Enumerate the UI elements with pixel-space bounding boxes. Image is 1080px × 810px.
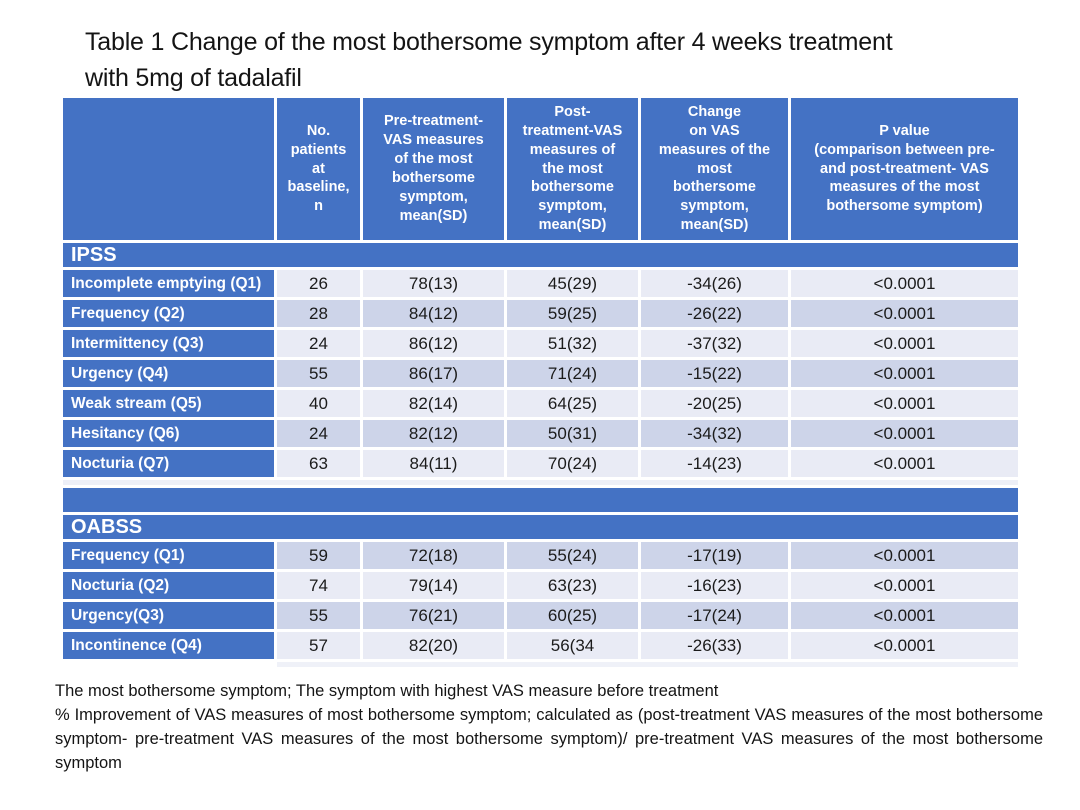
cell-post: 60(25) (507, 602, 641, 632)
cell-post: 59(25) (507, 300, 641, 330)
header-p-value: P value (comparison between pre- and pos… (791, 98, 1021, 243)
table-bottom-strip (63, 662, 1021, 670)
cell-post: 45(29) (507, 270, 641, 300)
row-label: Frequency (Q1) (63, 542, 277, 572)
cell-p: <0.0001 (791, 330, 1021, 360)
cell-pre: 86(12) (363, 330, 507, 360)
row-label: Urgency(Q3) (63, 602, 277, 632)
table-row: Urgency (Q4) 55 86(17) 71(24) -15(22) <0… (63, 360, 1021, 390)
cell-p: <0.0001 (791, 360, 1021, 390)
table-row: Incomplete emptying (Q1) 26 78(13) 45(29… (63, 270, 1021, 300)
row-label: Nocturia (Q7) (63, 450, 277, 480)
cell-n: 24 (277, 420, 363, 450)
cell-change: -37(32) (641, 330, 791, 360)
cell-n: 26 (277, 270, 363, 300)
cell-p: <0.0001 (791, 450, 1021, 480)
cell-post: 71(24) (507, 360, 641, 390)
table-row: Weak stream (Q5) 40 82(14) 64(25) -20(25… (63, 390, 1021, 420)
cell-p: <0.0001 (791, 632, 1021, 662)
cell-n: 55 (277, 360, 363, 390)
cell-change: -26(33) (641, 632, 791, 662)
cell-p: <0.0001 (791, 542, 1021, 572)
cell-n: 74 (277, 572, 363, 602)
cell-pre: 79(14) (363, 572, 507, 602)
cell-n: 40 (277, 390, 363, 420)
cell-pre: 76(21) (363, 602, 507, 632)
cell-change: -34(32) (641, 420, 791, 450)
cell-post: 56(34 (507, 632, 641, 662)
cell-n: 57 (277, 632, 363, 662)
row-label: Hesitancy (Q6) (63, 420, 277, 450)
table-title: Table 1 Change of the most bothersome sy… (85, 28, 893, 93)
cell-post: 51(32) (507, 330, 641, 360)
section-header-oabss: OABSS (63, 515, 1021, 542)
table-row: Hesitancy (Q6) 24 82(12) 50(31) -34(32) … (63, 420, 1021, 450)
cell-p: <0.0001 (791, 270, 1021, 300)
footnote-2: % Improvement of VAS measures of most bo… (55, 705, 1043, 772)
footnote-1: The most bothersome symptom; The symptom… (55, 682, 719, 700)
cell-pre: 86(17) (363, 360, 507, 390)
cell-change: -20(25) (641, 390, 791, 420)
cell-change: -26(22) (641, 300, 791, 330)
cell-n: 24 (277, 330, 363, 360)
header-post-treatment: Post- treatment-VAS measures of the most… (507, 98, 641, 243)
cell-p: <0.0001 (791, 572, 1021, 602)
cell-post: 63(23) (507, 572, 641, 602)
cell-post: 55(24) (507, 542, 641, 572)
cell-pre: 82(14) (363, 390, 507, 420)
table-row: Frequency (Q1) 59 72(18) 55(24) -17(19) … (63, 542, 1021, 572)
blank-blue-row (63, 488, 1021, 515)
cell-pre: 84(12) (363, 300, 507, 330)
cell-change: -14(23) (641, 450, 791, 480)
cell-change: -17(19) (641, 542, 791, 572)
cell-n: 28 (277, 300, 363, 330)
symptoms-table: No. patients at baseline, n Pre-treatmen… (63, 98, 1021, 670)
header-empty-cell (63, 98, 277, 243)
footnotes: The most bothersome symptom; The symptom… (55, 680, 1043, 776)
table-row: Intermittency (Q3) 24 86(12) 51(32) -37(… (63, 330, 1021, 360)
header-pre-treatment: Pre-treatment- VAS measures of the most … (363, 98, 507, 243)
cell-pre: 82(20) (363, 632, 507, 662)
section-header-ipss: IPSS (63, 243, 1021, 270)
cell-change: -34(26) (641, 270, 791, 300)
cell-n: 55 (277, 602, 363, 632)
section-label: IPSS (63, 243, 1021, 270)
cell-post: 64(25) (507, 390, 641, 420)
row-label: Urgency (Q4) (63, 360, 277, 390)
cell-post: 50(31) (507, 420, 641, 450)
cell-pre: 84(11) (363, 450, 507, 480)
table-row: Nocturia (Q2) 74 79(14) 63(23) -16(23) <… (63, 572, 1021, 602)
cell-change: -15(22) (641, 360, 791, 390)
cell-change: -16(23) (641, 572, 791, 602)
row-label: Weak stream (Q5) (63, 390, 277, 420)
section-label: OABSS (63, 515, 1021, 542)
row-label: Incomplete emptying (Q1) (63, 270, 277, 300)
row-label: Frequency (Q2) (63, 300, 277, 330)
table-row: Nocturia (Q7) 63 84(11) 70(24) -14(23) <… (63, 450, 1021, 480)
table-row: Urgency(Q3) 55 76(21) 60(25) -17(24) <0.… (63, 602, 1021, 632)
cell-change: -17(24) (641, 602, 791, 632)
header-change: Change on VAS measures of the most bothe… (641, 98, 791, 243)
table-row: Frequency (Q2) 28 84(12) 59(25) -26(22) … (63, 300, 1021, 330)
cell-p: <0.0001 (791, 300, 1021, 330)
table-header-row: No. patients at baseline, n Pre-treatmen… (63, 98, 1021, 243)
row-label: Nocturia (Q2) (63, 572, 277, 602)
cell-post: 70(24) (507, 450, 641, 480)
cell-pre: 72(18) (363, 542, 507, 572)
cell-n: 59 (277, 542, 363, 572)
section-gap (63, 480, 1021, 488)
row-label: Intermittency (Q3) (63, 330, 277, 360)
table-row: Incontinence (Q4) 57 82(20) 56(34 -26(33… (63, 632, 1021, 662)
cell-n: 63 (277, 450, 363, 480)
cell-p: <0.0001 (791, 390, 1021, 420)
cell-p: <0.0001 (791, 602, 1021, 632)
row-label: Incontinence (Q4) (63, 632, 277, 662)
header-no-patients: No. patients at baseline, n (277, 98, 363, 243)
cell-p: <0.0001 (791, 420, 1021, 450)
cell-pre: 78(13) (363, 270, 507, 300)
cell-pre: 82(12) (363, 420, 507, 450)
